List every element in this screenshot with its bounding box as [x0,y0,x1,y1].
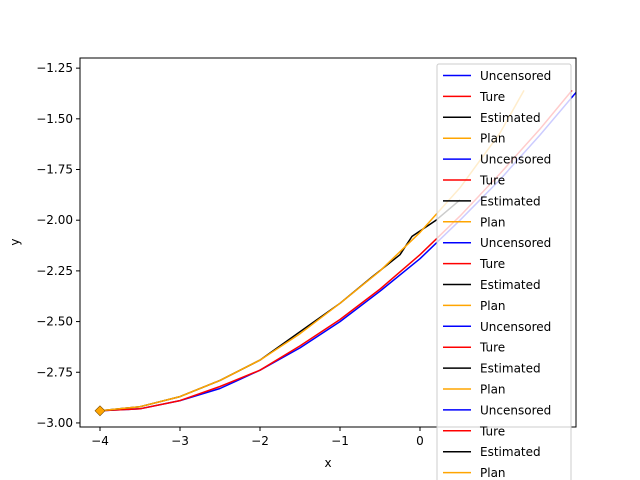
x-tick-label: 0 [416,434,424,448]
start-marker [94,405,106,417]
x-tick-label: −2 [251,434,269,448]
y-tick-label: −1.50 [36,112,73,126]
legend-label: Estimated [480,362,541,376]
y-axis-ticks: −1.25 −1.50 −1.75 −2.00 −2.25 −2.50 −2.75 −3.00 [36,61,80,430]
legend-label: Ture [479,424,505,438]
legend-label: Uncensored [480,320,551,334]
y-tick-label: −3.00 [36,416,73,430]
legend-label: Uncensored [480,403,551,417]
legend-box [436,63,572,480]
legend-label: Uncensored [480,153,551,167]
plot-frame [79,57,577,428]
legend-label: Plan [480,383,506,397]
x-tick-label: −4 [91,434,109,448]
legend-label: Uncensored [480,69,551,83]
legend-label: Plan [480,466,506,480]
y-tick-label: −1.75 [36,163,73,177]
y-tick-label: −2.25 [36,264,73,278]
legend-label: Ture [479,257,505,271]
legend-label: Estimated [480,194,541,208]
legend-label: Plan [480,132,506,146]
y-axis-label: y [8,238,22,245]
x-tick-label: −1 [331,434,349,448]
x-axis-label: x [324,456,331,470]
legend-label: Plan [480,215,506,229]
legend-label: Uncensored [480,236,551,250]
legend-label: Estimated [480,445,541,459]
legend: Uncensored Ture Estimated Plan Uncensored Tur… [436,63,572,480]
legend-label: Ture [479,90,505,104]
marker-layer [94,405,106,417]
y-tick-label: −1.25 [36,61,73,75]
legend-label: Ture [479,341,505,355]
y-tick-label: −2.50 [36,315,73,329]
x-tick-label: −3 [171,434,189,448]
y-tick-label: −2.00 [36,213,73,227]
x-axis-ticks: −4 −3 −2 −1 0 [91,427,424,448]
legend-label: Plan [480,299,506,313]
legend-label: Estimated [480,111,541,125]
legend-label: Ture [479,174,505,188]
y-tick-label: −2.75 [36,365,73,379]
legend-label: Estimated [480,278,541,292]
